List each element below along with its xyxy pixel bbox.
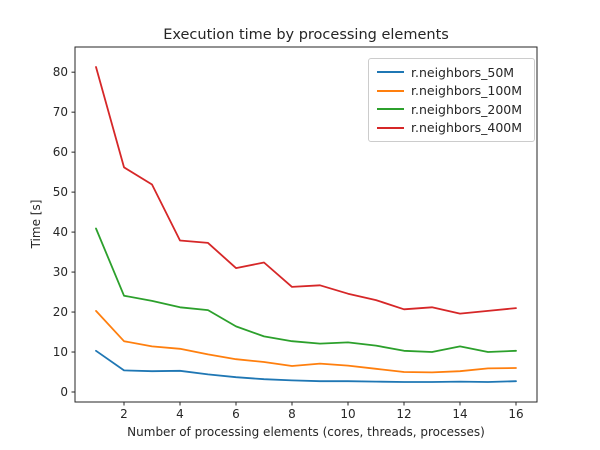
y-tick-label: 10 (53, 345, 68, 359)
y-tick-label: 70 (53, 105, 68, 119)
series-line-r.neighbors_100M (95, 309, 517, 374)
y-axis-label: Time [s] (29, 199, 43, 249)
series-line-r.neighbors_200M (95, 227, 517, 353)
y-tick-label: 50 (53, 185, 68, 199)
legend-item: r.neighbors_50M (377, 63, 526, 82)
series-line-r.neighbors_50M (95, 349, 517, 383)
x-tick-label: 10 (340, 407, 355, 421)
legend-label: r.neighbors_100M (411, 83, 523, 99)
x-tick-label: 8 (288, 407, 296, 421)
y-tick-label: 0 (60, 385, 68, 399)
x-tick-label: 6 (232, 407, 240, 421)
legend-label: r.neighbors_400M (411, 120, 523, 136)
legend: r.neighbors_50M r.neighbors_100M r.neigh… (368, 58, 535, 142)
x-tick-label: 4 (176, 407, 184, 421)
legend-line-sample-icon (377, 108, 404, 111)
legend-label: r.neighbors_200M (411, 101, 523, 117)
x-tick-label: 14 (452, 407, 467, 421)
x-axis-label: Number of processing elements (cores, th… (127, 425, 485, 439)
legend-line-sample-icon (377, 71, 404, 74)
legend-line-sample-icon (377, 126, 404, 129)
chart-title: Execution time by processing elements (163, 27, 449, 43)
y-tick-label: 80 (53, 65, 68, 79)
x-tick-label: 12 (396, 407, 411, 421)
y-tick-label: 40 (53, 225, 68, 239)
legend-line-sample-icon (377, 89, 404, 92)
legend-item: r.neighbors_200M (377, 100, 526, 119)
series-line-r.neighbors_400M (95, 66, 517, 315)
y-tick-label: 60 (53, 145, 68, 159)
y-tick-label: 30 (53, 265, 68, 279)
legend-label: r.neighbors_50M (411, 64, 515, 80)
legend-item: r.neighbors_100M (377, 82, 526, 101)
axes-spines (74, 46, 538, 403)
x-tick-label: 2 (120, 407, 128, 421)
x-tick-label: 16 (508, 407, 523, 421)
y-tick-label: 20 (53, 305, 68, 319)
legend-item: r.neighbors_400M (377, 119, 526, 138)
